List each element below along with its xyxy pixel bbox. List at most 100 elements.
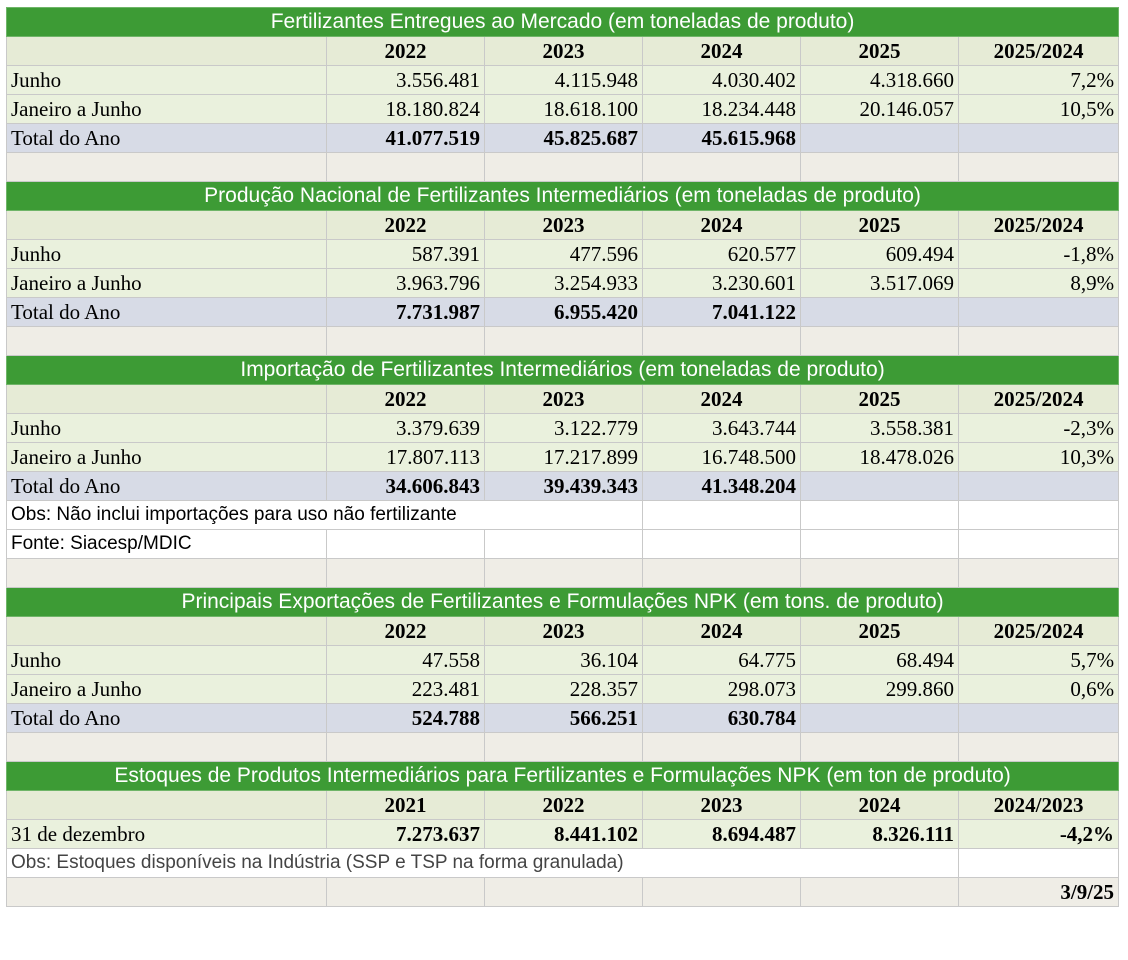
total-row: Total do Ano 7.731.987 6.955.420 7.041.1… bbox=[6, 297, 1120, 327]
row-label: Janeiro a Junho bbox=[6, 94, 327, 124]
empty-cell bbox=[326, 877, 485, 907]
note-row: Obs: Estoques disponíveis na Indústria (… bbox=[6, 848, 1120, 878]
header-year: 2022 bbox=[326, 210, 485, 240]
cell-value: 18.618.100 bbox=[484, 94, 643, 124]
empty-cell bbox=[326, 732, 485, 762]
cell-value: 3.963.796 bbox=[326, 268, 485, 298]
empty-cell bbox=[642, 152, 801, 182]
cell-value: 47.558 bbox=[326, 645, 485, 675]
header-change: 2024/2023 bbox=[957, 790, 1120, 820]
cell-total: 630.784 bbox=[642, 703, 801, 733]
header-year: 2024 bbox=[642, 616, 801, 646]
cell-value: 18.180.824 bbox=[326, 94, 485, 124]
empty-cell bbox=[326, 152, 485, 182]
row-label: Junho bbox=[6, 645, 327, 675]
cell-total bbox=[957, 471, 1120, 501]
cell-value: 4.318.660 bbox=[800, 65, 959, 95]
empty-cell bbox=[326, 326, 485, 356]
empty-cell bbox=[957, 500, 1120, 530]
fertilizer-report-table: Fertilizantes Entregues ao Mercado (em t… bbox=[5, 7, 1120, 907]
cell-total: 7.041.122 bbox=[642, 297, 801, 327]
report-date: 3/9/25 bbox=[957, 877, 1120, 907]
section-5-header-row: 2021 2022 2023 2024 2024/2023 bbox=[6, 790, 1120, 820]
row-label: Total do Ano bbox=[6, 471, 327, 501]
cell-value: 18.478.026 bbox=[800, 442, 959, 472]
section-2-header-row: 2022 2023 2024 2025 2025/2024 bbox=[6, 210, 1120, 240]
total-row: Total do Ano 524.788 566.251 630.784 bbox=[6, 703, 1120, 733]
cell-change: 5,7% bbox=[957, 645, 1120, 675]
row-label: Total do Ano bbox=[6, 703, 327, 733]
header-year: 2025 bbox=[800, 616, 959, 646]
table-row: Janeiro a Junho 3.963.796 3.254.933 3.23… bbox=[6, 268, 1120, 298]
section-3-title: Importação de Fertilizantes Intermediári… bbox=[5, 355, 1120, 385]
cell-total bbox=[800, 123, 959, 153]
header-year: 2022 bbox=[326, 616, 485, 646]
source-row: Fonte: Siacesp/MDIC bbox=[6, 529, 1120, 559]
cell-change: -1,8% bbox=[957, 239, 1120, 269]
section-5-title-row: Estoques de Produtos Intermediários para… bbox=[5, 761, 1120, 791]
cell-change: 10,3% bbox=[957, 442, 1120, 472]
cell-value: 3.517.069 bbox=[800, 268, 959, 298]
empty-cell bbox=[957, 848, 1120, 878]
cell-value: 4.115.948 bbox=[484, 65, 643, 95]
row-label: 31 de dezembro bbox=[6, 819, 327, 849]
spacer-row bbox=[6, 558, 1120, 588]
header-change: 2025/2024 bbox=[957, 384, 1120, 414]
table-row: Junho 3.379.639 3.122.779 3.643.744 3.55… bbox=[6, 413, 1120, 443]
cell-total: 41.348.204 bbox=[642, 471, 801, 501]
cell-value: 36.104 bbox=[484, 645, 643, 675]
header-year: 2022 bbox=[326, 384, 485, 414]
note-text: Obs: Não inclui importações para uso não… bbox=[6, 500, 643, 530]
header-empty bbox=[6, 384, 327, 414]
cell-value: 16.748.500 bbox=[642, 442, 801, 472]
table-row: Junho 587.391 477.596 620.577 609.494 -1… bbox=[6, 239, 1120, 269]
cell-total bbox=[957, 297, 1120, 327]
row-label: Junho bbox=[6, 239, 327, 269]
header-year: 2025 bbox=[800, 210, 959, 240]
header-empty bbox=[6, 616, 327, 646]
header-change: 2025/2024 bbox=[957, 616, 1120, 646]
row-label: Janeiro a Junho bbox=[6, 442, 327, 472]
empty-cell bbox=[642, 877, 801, 907]
cell-total: 6.955.420 bbox=[484, 297, 643, 327]
cell-value: 3.379.639 bbox=[326, 413, 485, 443]
cell-value: 620.577 bbox=[642, 239, 801, 269]
empty-cell bbox=[957, 326, 1120, 356]
cell-value: 3.556.481 bbox=[326, 65, 485, 95]
table-row: Janeiro a Junho 17.807.113 17.217.899 16… bbox=[6, 442, 1120, 472]
section-2-title-row: Produção Nacional de Fertilizantes Inter… bbox=[5, 181, 1120, 211]
empty-cell bbox=[957, 152, 1120, 182]
cell-value: 8.694.487 bbox=[642, 819, 801, 849]
cell-value: 18.234.448 bbox=[642, 94, 801, 124]
header-year: 2022 bbox=[484, 790, 643, 820]
cell-value: 3.230.601 bbox=[642, 268, 801, 298]
section-1-title-row: Fertilizantes Entregues ao Mercado (em t… bbox=[5, 7, 1120, 37]
cell-value: 3.643.744 bbox=[642, 413, 801, 443]
header-change: 2025/2024 bbox=[957, 36, 1120, 66]
cell-total bbox=[800, 703, 959, 733]
spacer-row bbox=[6, 326, 1120, 356]
source-text: Fonte: Siacesp/MDIC bbox=[6, 529, 327, 559]
empty-cell bbox=[6, 877, 327, 907]
empty-cell bbox=[642, 529, 801, 559]
empty-cell bbox=[6, 732, 327, 762]
cell-value: 64.775 bbox=[642, 645, 801, 675]
row-label: Total do Ano bbox=[6, 123, 327, 153]
header-year: 2023 bbox=[484, 36, 643, 66]
section-1-title: Fertilizantes Entregues ao Mercado (em t… bbox=[5, 7, 1120, 37]
cell-total: 524.788 bbox=[326, 703, 485, 733]
header-year: 2024 bbox=[642, 36, 801, 66]
row-label: Junho bbox=[6, 413, 327, 443]
table-row: Junho 47.558 36.104 64.775 68.494 5,7% bbox=[6, 645, 1120, 675]
empty-cell bbox=[800, 529, 959, 559]
header-empty bbox=[6, 790, 327, 820]
empty-cell bbox=[642, 326, 801, 356]
header-year: 2023 bbox=[642, 790, 801, 820]
header-year: 2023 bbox=[484, 616, 643, 646]
header-year: 2024 bbox=[642, 210, 801, 240]
cell-total bbox=[800, 471, 959, 501]
empty-cell bbox=[6, 152, 327, 182]
cell-total: 41.077.519 bbox=[326, 123, 485, 153]
cell-value: 223.481 bbox=[326, 674, 485, 704]
empty-cell bbox=[484, 877, 643, 907]
